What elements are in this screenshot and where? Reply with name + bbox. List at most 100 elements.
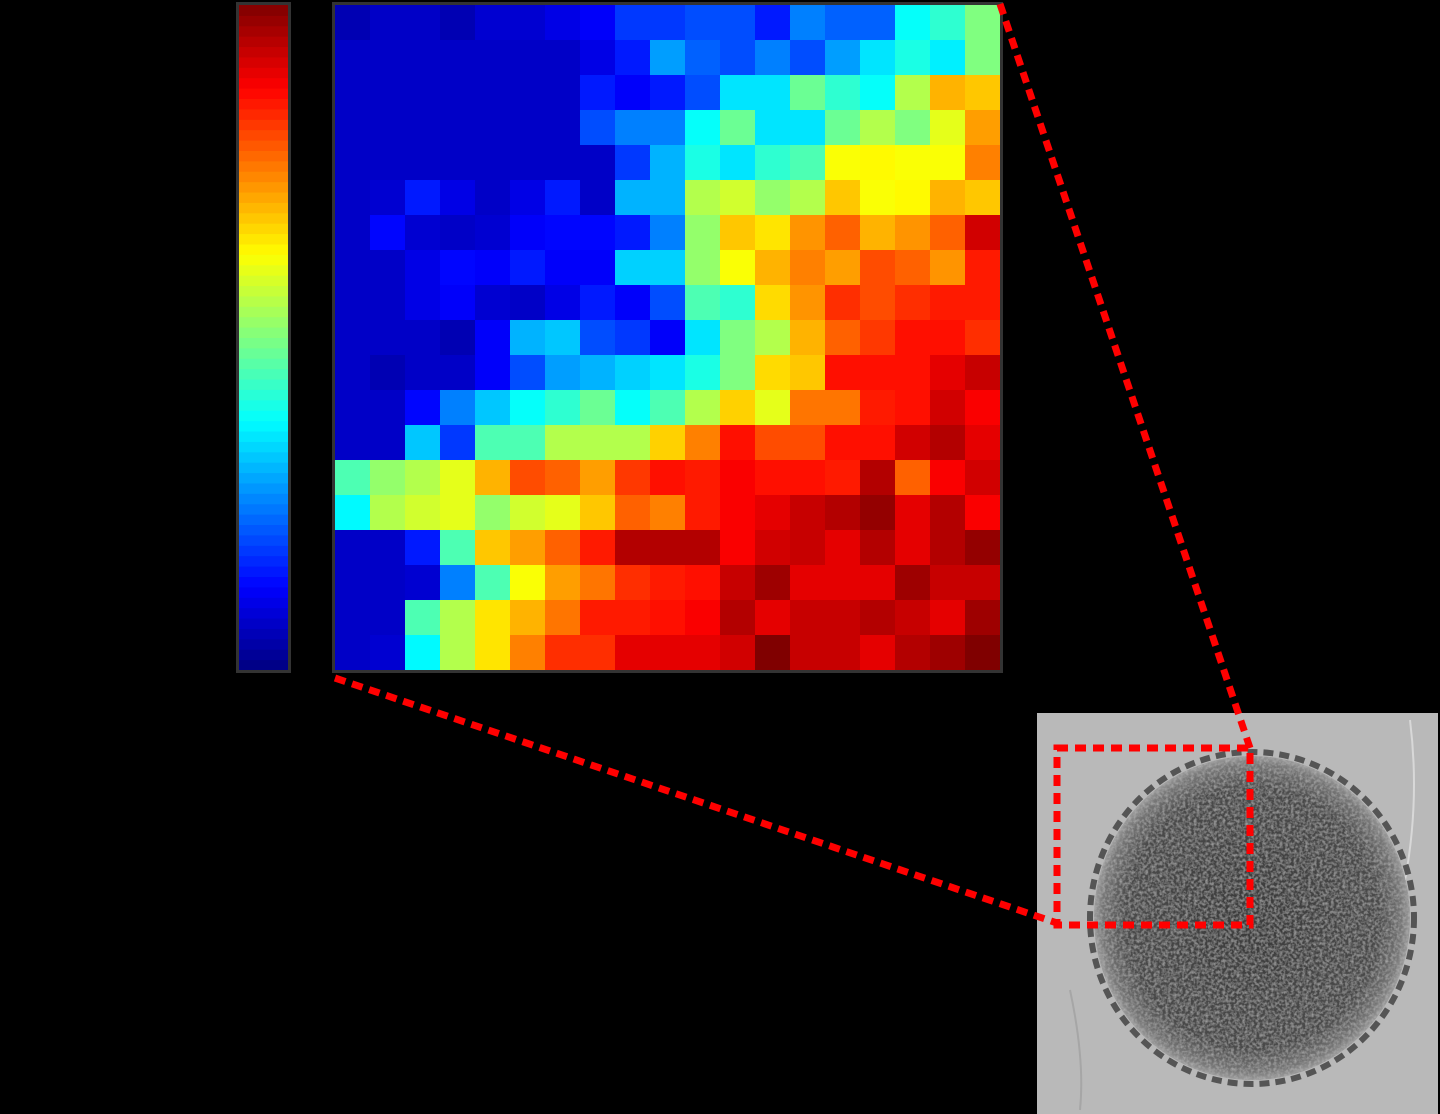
colorbar-step xyxy=(239,67,288,79)
heat-cell xyxy=(370,530,406,566)
heat-cell xyxy=(685,565,721,601)
heatmap xyxy=(332,2,1003,673)
colorbar-step xyxy=(239,140,288,151)
heat-cell xyxy=(370,145,406,181)
heat-cell xyxy=(545,180,581,216)
heat-cell xyxy=(335,320,371,356)
heat-cell xyxy=(580,110,616,146)
heat-cell xyxy=(370,460,406,496)
heat-cell xyxy=(755,600,791,636)
colorbar-step xyxy=(239,503,288,515)
colorbar-step xyxy=(239,306,288,318)
colorbar xyxy=(236,2,291,673)
heat-cell xyxy=(825,565,861,601)
colorbar-step xyxy=(239,607,288,619)
colorbar-step xyxy=(239,368,288,380)
heat-cell xyxy=(335,530,371,566)
colorbar-step xyxy=(239,451,288,463)
heat-cell xyxy=(895,145,931,181)
heat-cell xyxy=(965,530,1001,566)
heat-cell xyxy=(720,460,756,496)
colorbar-step xyxy=(239,316,288,328)
heat-cell xyxy=(580,180,616,216)
heat-cell xyxy=(685,530,721,566)
colorbar-step xyxy=(239,628,288,640)
heat-cell xyxy=(720,5,756,41)
heat-cell xyxy=(440,355,476,391)
heat-cell xyxy=(720,215,756,251)
heat-cell xyxy=(580,75,616,111)
heat-cell xyxy=(335,425,371,461)
heat-cell xyxy=(475,600,511,636)
heat-cell xyxy=(965,390,1001,426)
heat-cell xyxy=(965,460,1001,496)
colorbar-step xyxy=(239,493,288,505)
heat-cell xyxy=(545,5,581,41)
heat-cell xyxy=(440,320,476,356)
heat-cell xyxy=(475,215,511,251)
heat-cell xyxy=(755,495,791,531)
heat-cell xyxy=(405,75,441,111)
heat-cell xyxy=(755,110,791,146)
heat-cell xyxy=(965,145,1001,181)
heat-cell xyxy=(930,635,966,671)
heat-cell xyxy=(930,215,966,251)
heat-cell xyxy=(825,635,861,671)
heat-cell xyxy=(720,495,756,531)
colorbar-step xyxy=(239,88,288,100)
heat-cell xyxy=(825,145,861,181)
heat-cell xyxy=(755,5,791,41)
heat-cell xyxy=(825,5,861,41)
heat-cell xyxy=(335,75,371,111)
colorbar-step xyxy=(239,275,288,287)
heat-cell xyxy=(930,600,966,636)
colorbar-step xyxy=(239,337,288,349)
heat-cell xyxy=(475,110,511,146)
heat-cell xyxy=(825,285,861,321)
heat-cell xyxy=(965,215,1001,251)
heat-cell xyxy=(930,425,966,461)
colorbar-step xyxy=(239,514,288,526)
heat-cell xyxy=(580,5,616,41)
heat-cell xyxy=(965,355,1001,391)
colorbar-step xyxy=(239,586,288,598)
heat-cell xyxy=(965,180,1001,216)
heat-cell xyxy=(685,5,721,41)
colorbar-step xyxy=(239,347,288,359)
heat-cell xyxy=(895,355,931,391)
colorbar-step xyxy=(239,129,288,141)
colorbar-step xyxy=(239,181,288,193)
heat-cell xyxy=(790,110,826,146)
heat-cell xyxy=(335,285,371,321)
heat-cell xyxy=(510,530,546,566)
heat-cell xyxy=(685,460,721,496)
heat-cell xyxy=(755,145,791,181)
heat-cell xyxy=(685,390,721,426)
heat-cell xyxy=(755,460,791,496)
heat-cell xyxy=(545,110,581,146)
heat-cell xyxy=(510,320,546,356)
colorbar-step xyxy=(239,410,288,422)
heat-cell xyxy=(930,355,966,391)
heat-cell xyxy=(580,495,616,531)
heat-cell xyxy=(895,425,931,461)
heat-cell xyxy=(650,5,686,41)
heat-cell xyxy=(405,250,441,286)
heat-cell xyxy=(685,75,721,111)
heat-cell xyxy=(720,75,756,111)
heat-cell xyxy=(860,215,896,251)
colorbar-step xyxy=(239,56,288,68)
heat-cell xyxy=(965,110,1001,146)
heat-cell xyxy=(335,5,371,41)
heat-cell xyxy=(650,75,686,111)
heat-cell xyxy=(615,285,651,321)
colorbar-step xyxy=(239,431,288,442)
spheroid-edge xyxy=(1087,749,1417,1087)
heat-cell xyxy=(825,250,861,286)
colorbar-step xyxy=(239,108,288,120)
heat-cell xyxy=(405,5,441,41)
heat-cell xyxy=(965,320,1001,356)
heat-cell xyxy=(930,110,966,146)
heat-cell xyxy=(965,250,1001,286)
heat-cell xyxy=(405,530,441,566)
